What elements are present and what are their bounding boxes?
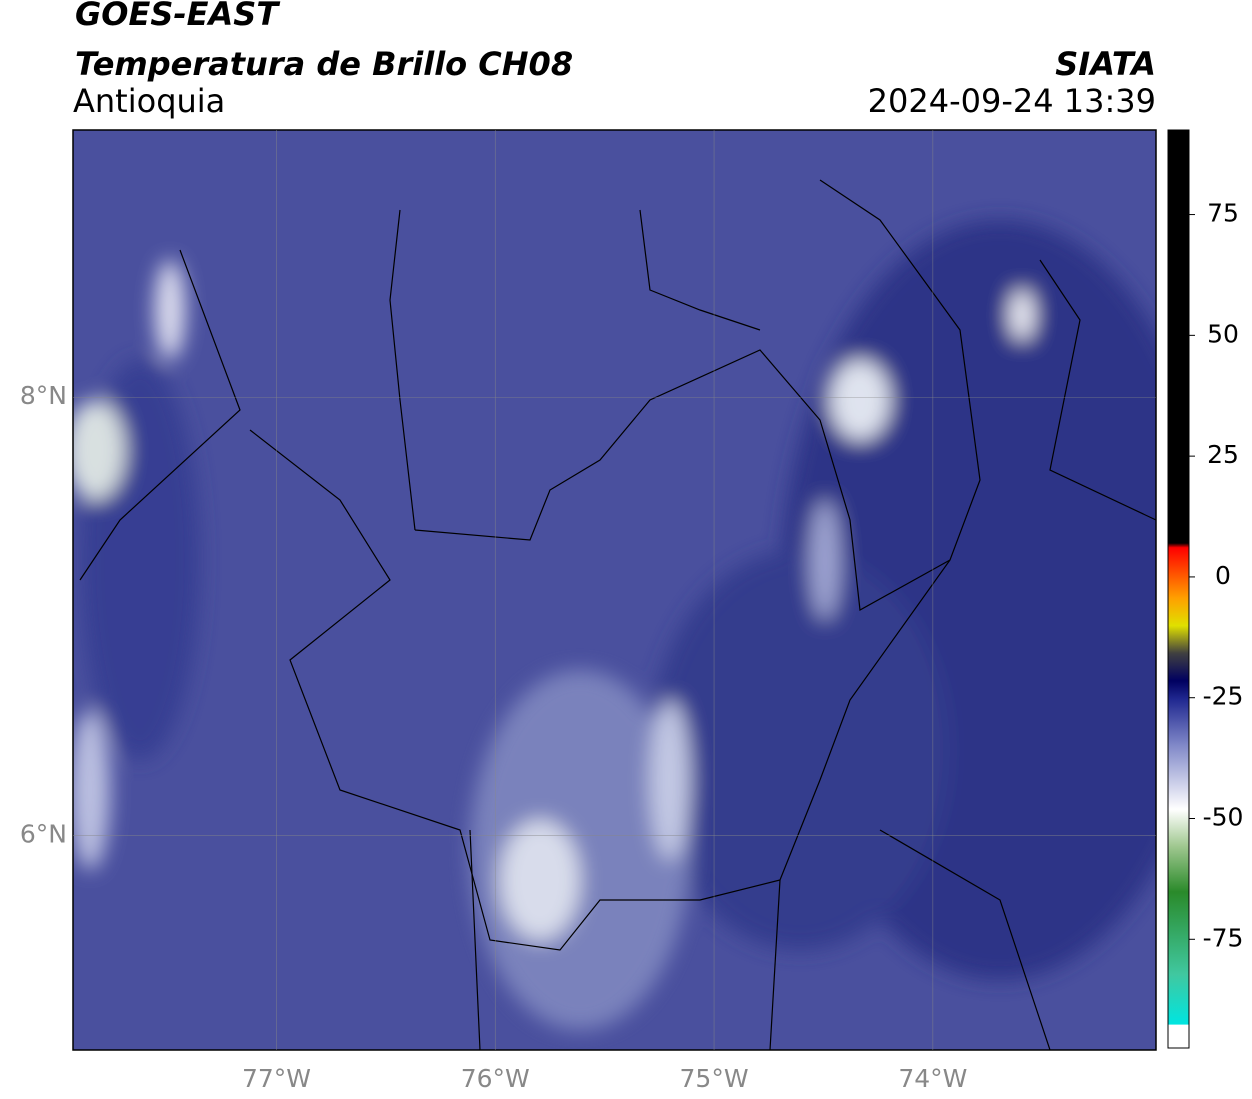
colorbar-tick-label: -75 — [1203, 923, 1244, 952]
colorbar — [1167, 129, 1190, 1049]
map-imagery — [73, 130, 1156, 1050]
satellite-title: GOES-EAST — [75, 0, 280, 33]
colorbar-tick-label: 0 — [1215, 561, 1231, 590]
colorbar-tick-label: 75 — [1207, 199, 1239, 228]
colorbar-tick-label: 25 — [1207, 440, 1239, 469]
y-tick-label: 6°N — [20, 819, 67, 848]
x-tick-label: 77°W — [242, 1064, 311, 1093]
datetime-label: 2024-09-24 13:39 — [868, 82, 1156, 120]
x-tick-label: 75°W — [680, 1064, 749, 1093]
colorbar-tick-label: -25 — [1203, 682, 1244, 711]
product-title: Temperatura de Brillo CH08 — [75, 45, 573, 83]
y-tick-label: 8°N — [20, 381, 67, 410]
x-tick-label: 74°W — [898, 1064, 967, 1093]
x-tick-label: 76°W — [461, 1064, 530, 1093]
region-label: Antioquia — [73, 82, 225, 120]
colorbar-tick-label: -50 — [1203, 803, 1244, 832]
colorbar-tick-label: 50 — [1207, 319, 1239, 348]
agency-label: SIATA — [1055, 45, 1156, 83]
map-frame — [72, 129, 1157, 1051]
